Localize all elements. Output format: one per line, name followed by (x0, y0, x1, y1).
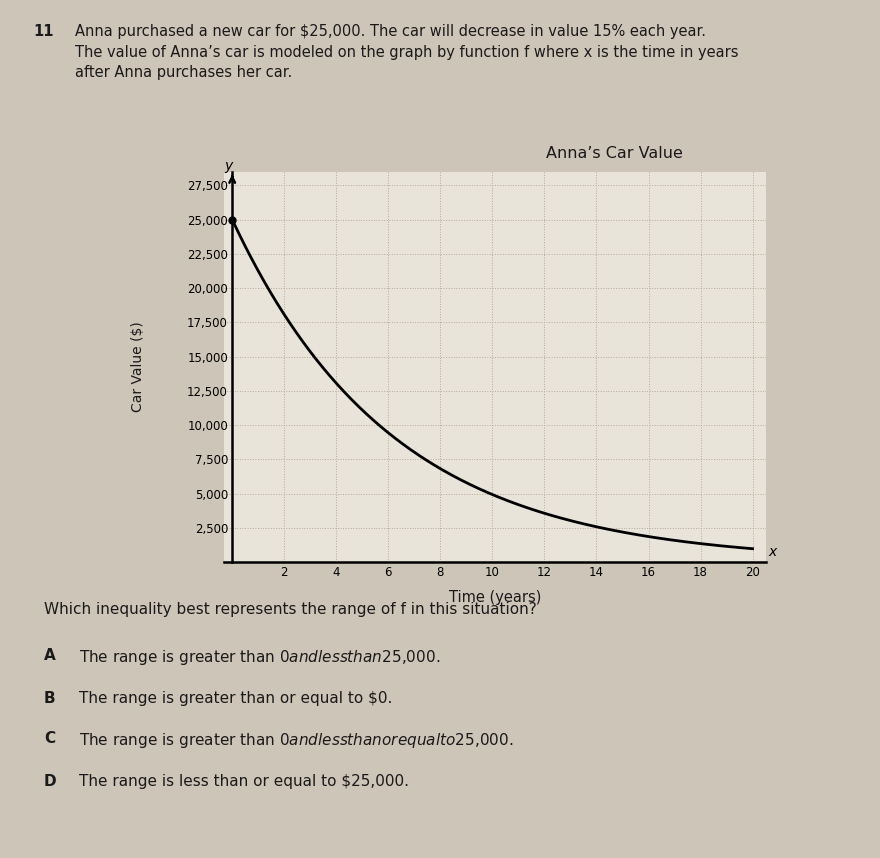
X-axis label: Time (years): Time (years) (449, 590, 541, 605)
Text: A: A (44, 648, 55, 662)
Text: The range is greater than $0 and less than $25,000.: The range is greater than $0 and less th… (79, 648, 441, 667)
Text: after Anna purchases her car.: after Anna purchases her car. (75, 65, 292, 80)
Text: D: D (44, 774, 56, 789)
Text: The range is less than or equal to $25,000.: The range is less than or equal to $25,0… (79, 774, 409, 789)
Text: C: C (44, 731, 55, 746)
Text: The range is greater than or equal to $0.: The range is greater than or equal to $0… (79, 691, 392, 705)
Text: Anna purchased a new car for $25,000. The car will decrease in value 15% each ye: Anna purchased a new car for $25,000. Th… (75, 24, 706, 39)
Text: B: B (44, 691, 55, 705)
Text: x: x (768, 545, 776, 559)
Title: Anna’s Car Value: Anna’s Car Value (546, 146, 683, 160)
Text: y: y (224, 159, 232, 173)
Text: The range is greater than $0 and less than or equal to $25,000.: The range is greater than $0 and less th… (79, 731, 514, 750)
Text: Which inequality best represents the range of f in this situation?: Which inequality best represents the ran… (44, 602, 537, 617)
Text: The value of Anna’s car is modeled on the graph by function f where x is the tim: The value of Anna’s car is modeled on th… (75, 45, 738, 59)
Text: 11: 11 (33, 24, 54, 39)
Y-axis label: Car Value ($): Car Value ($) (131, 322, 145, 412)
